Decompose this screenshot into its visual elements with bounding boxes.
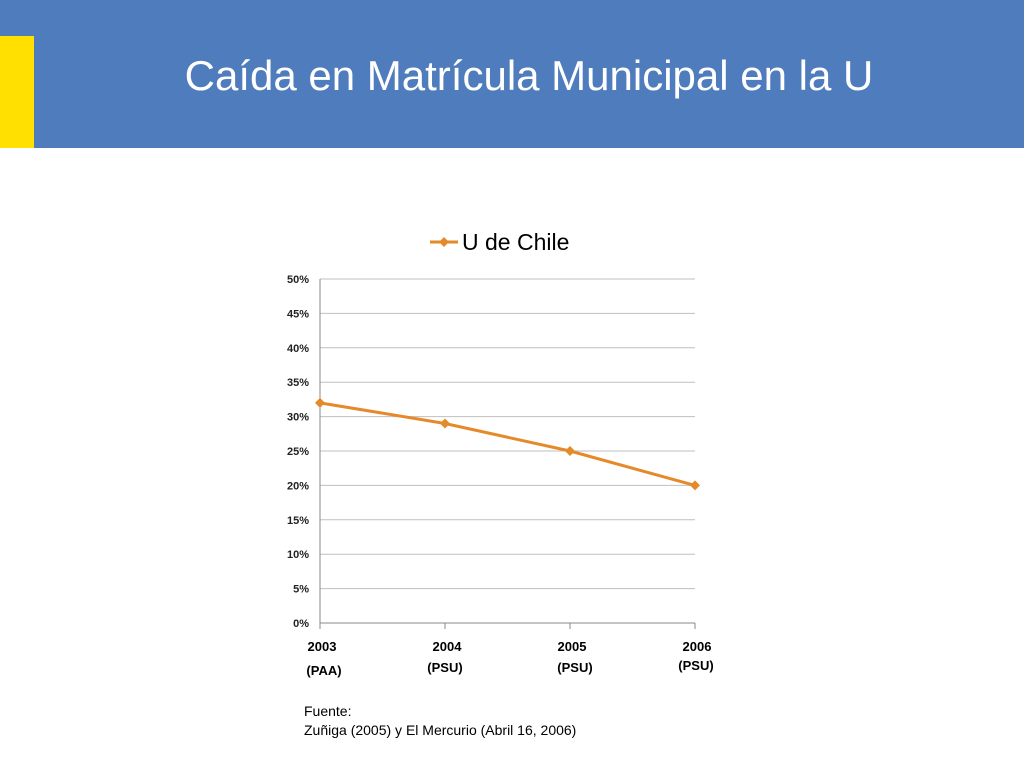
y-tick-label: 0% — [293, 618, 309, 630]
y-tick-label: 50% — [287, 274, 309, 286]
y-tick-label: 15% — [287, 515, 309, 527]
y-tick-label: 35% — [287, 377, 309, 389]
x-tick-label-year: 2003 — [308, 639, 337, 654]
series-line-u-de-chile — [319, 401, 696, 487]
data-point-marker — [440, 418, 450, 429]
y-tick-label: 5% — [293, 584, 309, 596]
y-tick-label: 10% — [287, 549, 309, 561]
x-tick-label-year: 2005 — [558, 639, 587, 654]
accent-bar — [0, 36, 34, 148]
x-tick-label-exam: (PAA) — [306, 663, 341, 678]
source-text: Zuñiga (2005) y El Mercurio (Abril 16, 2… — [304, 722, 577, 738]
x-tick-label-year: 2006 — [683, 639, 712, 654]
x-tick-label-exam: (PSU) — [427, 660, 462, 675]
y-tick-label: 40% — [287, 343, 309, 355]
x-tick-label-year: 2004 — [433, 639, 463, 654]
y-tick-label: 20% — [287, 480, 309, 492]
legend-label: U de Chile — [462, 229, 569, 255]
y-tick-label: 25% — [287, 446, 309, 458]
y-tick-label: 30% — [287, 412, 309, 424]
x-tick-label-exam: (PSU) — [557, 660, 592, 675]
data-point-marker — [315, 397, 325, 408]
slide-title: Caída en Matrícula Municipal en la U — [184, 52, 874, 99]
header-band — [0, 0, 1024, 148]
y-tick-label: 45% — [287, 308, 309, 320]
source-label: Fuente: — [304, 703, 352, 719]
x-tick-label-exam: (PSU) — [678, 658, 713, 673]
data-point-marker — [565, 446, 575, 456]
legend-marker — [439, 237, 449, 247]
data-point-marker — [690, 480, 700, 491]
